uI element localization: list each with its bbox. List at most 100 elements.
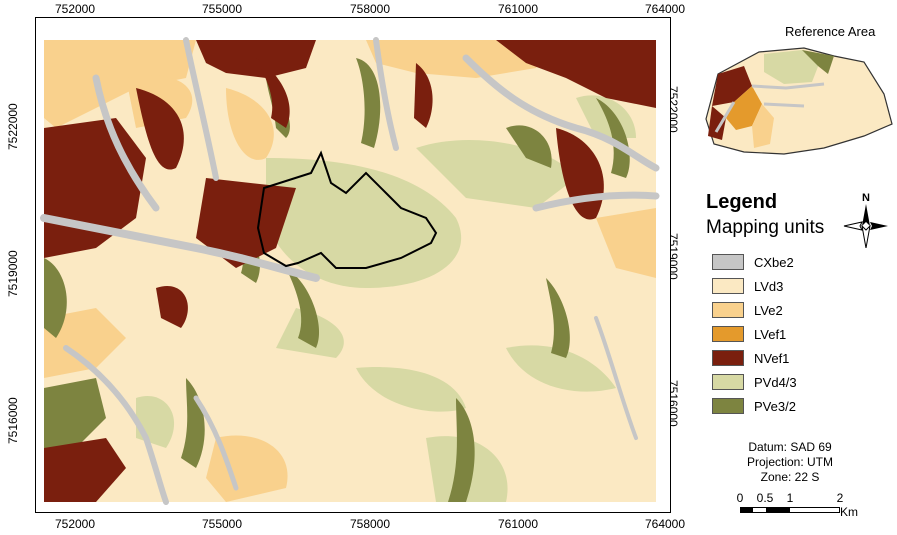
- scale-label: 1: [786, 491, 794, 505]
- inset-drainage: [714, 82, 825, 133]
- unit-cxbe2-drainage: [40, 37, 660, 505]
- inset-region-pvd43: [764, 50, 819, 84]
- x-tick-label-bottom: 755000: [201, 517, 243, 531]
- south-arrow-needle: [861, 224, 871, 248]
- legend-swatch: [712, 398, 744, 414]
- datum-text: Datum: SAD 69: [748, 440, 832, 454]
- nvef1-area: [196, 40, 316, 78]
- nvef1-area: [136, 88, 184, 170]
- cxbe2-channel: [92, 74, 160, 212]
- legend-list: CXbe2 LVd3 LVe2 LVef1 NVef1 PVd4/3 PVe3/…: [712, 250, 797, 418]
- scale-label: 0: [736, 491, 744, 505]
- soil-map: [40, 37, 660, 505]
- north-arrow-needle: [862, 204, 870, 226]
- pve32-area: [44, 378, 106, 448]
- legend-item: CXbe2: [712, 250, 797, 274]
- inset-region-nvef1: [712, 66, 752, 106]
- zone-text: Zone: 22 S: [760, 470, 820, 484]
- nvef1-area: [496, 40, 656, 108]
- legend-swatch: [712, 350, 744, 366]
- legend-swatch: [712, 326, 744, 342]
- map-info: Datum: SAD 69 Projection: UTM Zone: 22 S: [735, 440, 845, 485]
- legend-item-label: LVe2: [754, 302, 783, 318]
- scale-label: 2: [836, 491, 844, 505]
- lve2-area: [44, 308, 126, 378]
- scale-segment: [753, 508, 766, 512]
- x-tick-label-top: 758000: [349, 2, 391, 16]
- inset-region-lve2: [752, 104, 774, 148]
- legend-item: NVef1: [712, 346, 797, 370]
- x-tick-label-bottom: 752000: [54, 517, 96, 531]
- scale-segment: [790, 508, 839, 512]
- pve32-area: [596, 98, 630, 178]
- pve32-area: [286, 268, 320, 348]
- cxbe2-channel: [63, 345, 169, 505]
- scale-bar-graphic: [740, 507, 840, 513]
- scale-unit: Km: [840, 505, 858, 519]
- x-tick-label-top: 764000: [644, 2, 686, 16]
- west-arrow-needle: [843, 221, 863, 231]
- pve32-area: [356, 58, 381, 148]
- x-tick-label-top: 761000: [497, 2, 539, 16]
- scale-bar: 0 0.5 1 2 Km: [736, 491, 876, 521]
- pve32-area: [44, 258, 67, 338]
- x-tick-label-bottom: 761000: [497, 517, 539, 531]
- nvef1-area: [156, 286, 188, 328]
- x-tick-label-bottom: 758000: [349, 517, 391, 531]
- x-tick-label-top: 752000: [54, 2, 96, 16]
- y-tick-label-left: 7519000: [6, 250, 20, 297]
- inset-region-nvef1: [708, 106, 726, 140]
- y-tick-label-left: 7516000: [6, 397, 20, 444]
- soil-map-frame: [35, 17, 671, 513]
- cxbe2-channel: [193, 395, 239, 491]
- nvef1-area: [414, 63, 433, 128]
- legend-item: LVe2: [712, 298, 797, 322]
- nvef1-area: [256, 58, 290, 128]
- inset-region-lvef1: [726, 86, 762, 130]
- pve32-area: [448, 398, 475, 502]
- scale-segment: [741, 508, 754, 512]
- pve32-area: [546, 278, 570, 358]
- legend-item: LVef1: [712, 322, 797, 346]
- pvd43-area: [356, 367, 466, 412]
- lve2-area: [44, 40, 196, 128]
- pvd43-area: [506, 345, 616, 392]
- x-tick-label-top: 755000: [201, 2, 243, 16]
- legend-swatch: [712, 278, 744, 294]
- legend-item: PVe3/2: [712, 394, 797, 418]
- legend-subtitle: Mapping units: [706, 217, 825, 238]
- cxbe2-channel: [40, 214, 320, 282]
- cxbe2-channel: [532, 191, 660, 212]
- legend-item-label: CXbe2: [754, 254, 794, 270]
- scale-segment: [765, 508, 790, 512]
- cxbe2-channel: [594, 316, 638, 440]
- legend-item-label: PVe3/2: [754, 398, 796, 414]
- reference-area-outline: [256, 150, 438, 269]
- lve2-area: [226, 88, 274, 160]
- nvef1-area: [44, 438, 126, 502]
- scale-label: 0.5: [756, 491, 774, 505]
- x-tick-label-bottom: 764000: [644, 517, 686, 531]
- nvef1-area: [196, 178, 296, 268]
- reference-area-inset: [705, 47, 893, 155]
- legend-swatch: [712, 302, 744, 318]
- legend-item-label: LVd3: [754, 278, 784, 294]
- legend-title: Legend: [706, 191, 778, 213]
- legend-item-label: LVef1: [754, 326, 787, 342]
- legend-item-label: PVd4/3: [754, 374, 797, 390]
- pve32-area: [506, 125, 552, 168]
- inset-region-pve32: [802, 50, 834, 74]
- legend-item: PVd4/3: [712, 370, 797, 394]
- legend-swatch: [712, 374, 744, 390]
- legend-item-label: NVef1: [754, 350, 790, 366]
- east-arrow-needle: [870, 222, 888, 230]
- cxbe2-channel: [373, 37, 399, 151]
- north-arrow-icon: N: [843, 192, 888, 248]
- lve2-area: [206, 435, 288, 502]
- y-tick-label-left: 7522000: [6, 103, 20, 150]
- legend-item: LVd3: [712, 274, 797, 298]
- north-arrow-letter: N: [862, 192, 870, 204]
- cxbe2-channel: [462, 54, 660, 172]
- projection-text: Projection: UTM: [746, 455, 834, 469]
- legend-swatch: [712, 254, 744, 270]
